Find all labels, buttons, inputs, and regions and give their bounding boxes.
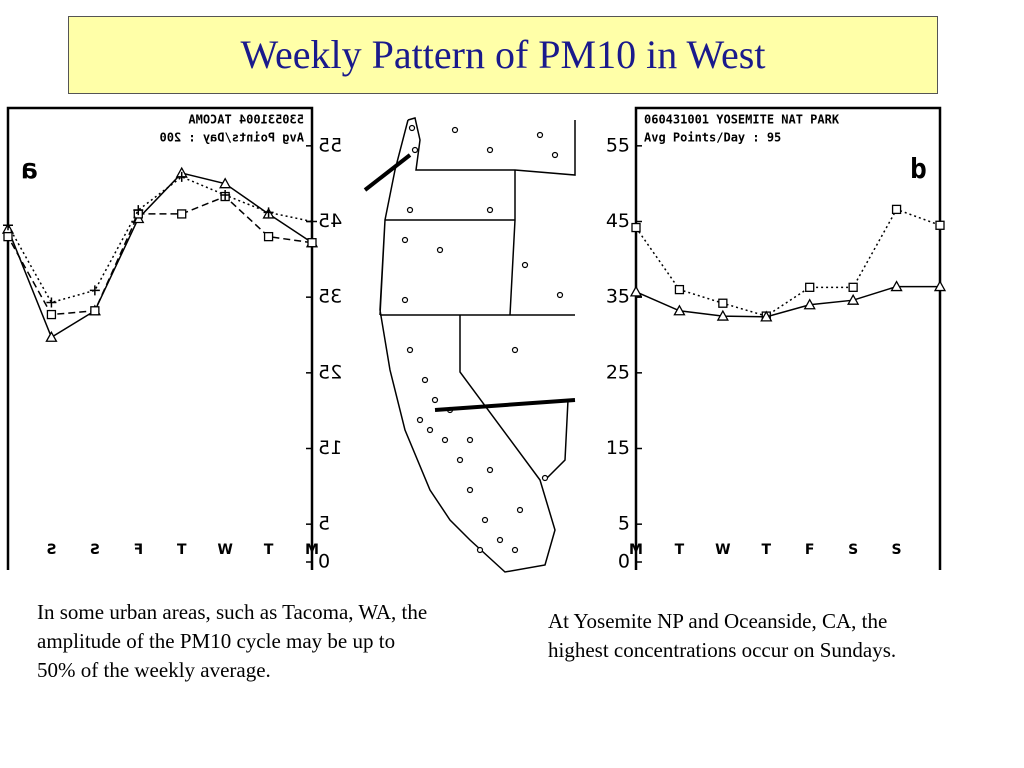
chart-subtitle: Avg Points/Day : 200 xyxy=(160,131,305,145)
plot-frame xyxy=(6,106,314,570)
x-tick-label: T xyxy=(762,542,772,558)
caption-right: At Yosemite NP and Oceanside, CA, the hi… xyxy=(548,609,897,662)
y-tick-label: 55 xyxy=(318,134,342,156)
y-tick-label: 35 xyxy=(606,286,630,308)
y-tick-label: 15 xyxy=(318,437,342,459)
marker xyxy=(848,282,858,292)
map xyxy=(363,117,576,573)
marker xyxy=(307,216,317,227)
marker xyxy=(219,177,232,189)
y-tick-label: 0 xyxy=(618,551,630,571)
slide-title: Weekly Pattern of PM10 in West xyxy=(68,16,938,94)
x-tick-label: S xyxy=(848,542,858,558)
marker xyxy=(674,284,685,295)
y-tick-label: 35 xyxy=(318,286,342,308)
marker xyxy=(176,171,187,182)
series-line xyxy=(7,175,313,304)
state-outline xyxy=(379,117,576,573)
pointer-lines xyxy=(363,153,576,412)
panel-label: b xyxy=(910,152,927,185)
marker xyxy=(263,207,274,218)
y-tick-label: 5 xyxy=(318,513,330,535)
y-tick-label: 5 xyxy=(618,513,630,535)
y-tick-label: 45 xyxy=(318,210,342,232)
x-tick-label: T xyxy=(263,542,273,558)
x-tick-label: T xyxy=(675,542,685,558)
x-tick-label: S xyxy=(90,542,100,558)
chart-title: 060431001 YOSEMITE NAT PARK xyxy=(644,113,840,127)
series-line xyxy=(7,172,313,339)
marker xyxy=(631,222,641,233)
chart-title: 530531004 TACOMA xyxy=(188,113,304,127)
y-tick-label: 15 xyxy=(606,437,630,459)
x-tick-label: M xyxy=(305,542,319,558)
marker xyxy=(3,231,13,242)
series-line xyxy=(7,195,313,316)
marker xyxy=(803,298,816,310)
y-tick-label: 0 xyxy=(318,551,330,571)
chart-tacoma: 530531004 TACOMA Avg Points/Day : 200 a 0 5 1… xyxy=(1,106,342,571)
x-tick-label: T xyxy=(176,542,186,558)
x-tick-label: S xyxy=(892,542,902,558)
marker xyxy=(177,209,187,219)
marker xyxy=(716,309,729,321)
site-dots xyxy=(401,124,564,554)
marker xyxy=(847,293,860,305)
y-tick-label: 25 xyxy=(606,361,630,383)
marker xyxy=(89,285,100,296)
panel-label: a xyxy=(21,152,38,185)
marker xyxy=(133,205,144,216)
y-tick-label: 45 xyxy=(606,210,630,232)
x-tick-label: S xyxy=(46,542,56,558)
marker xyxy=(935,220,945,230)
y-tick-label: 25 xyxy=(318,361,342,383)
y-tick-label: 55 xyxy=(606,134,630,156)
series-line xyxy=(635,208,941,317)
x-tick-label: W xyxy=(217,542,232,558)
x-tick-label: W xyxy=(715,542,730,558)
marker xyxy=(673,304,686,316)
marker xyxy=(3,220,13,231)
caption-left: In some urban areas, such as Tacoma, WA,… xyxy=(37,600,428,682)
marker xyxy=(90,306,100,316)
x-tick-label: F xyxy=(805,542,815,558)
marker xyxy=(46,297,57,308)
marker xyxy=(263,231,274,242)
marker xyxy=(46,309,57,320)
marker xyxy=(760,310,773,322)
marker xyxy=(933,280,947,292)
marker xyxy=(307,238,317,248)
chart-subtitle: Avg Points/Day : 95 xyxy=(644,131,781,145)
x-tick-label: F xyxy=(133,542,143,558)
plot-frame xyxy=(634,106,942,570)
series-line xyxy=(635,285,940,318)
marker xyxy=(629,285,643,297)
marker xyxy=(891,204,902,215)
marker xyxy=(45,330,58,342)
marker xyxy=(890,280,903,292)
marker xyxy=(805,282,815,292)
chart-yosemite: 060431001 YOSEMITE NAT PARK Avg Points/Da… xyxy=(606,106,947,571)
marker xyxy=(718,298,728,308)
x-tick-label: M xyxy=(629,542,643,558)
marker xyxy=(220,190,231,201)
